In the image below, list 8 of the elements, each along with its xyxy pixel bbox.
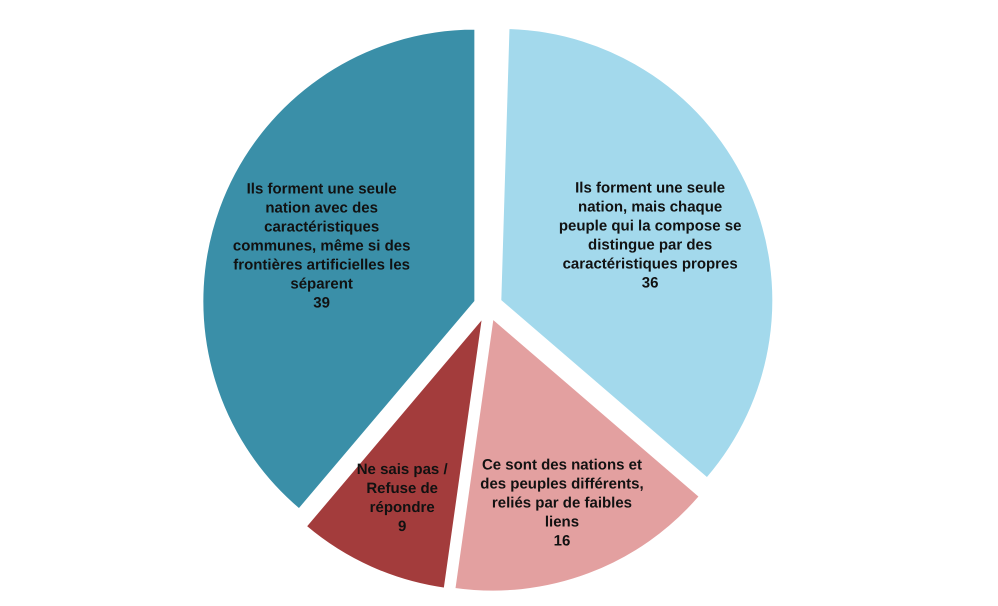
data-label: 36 xyxy=(642,274,658,292)
data-label: 9 xyxy=(398,518,406,536)
slice-label: Ils forment une seule nation, mais chaque peuple qui la compose se distingue par des caractéristiques propres xyxy=(558,179,742,272)
data-label: 16 xyxy=(554,532,570,550)
slice-label: Ne sais pas / Refuse de répondre xyxy=(356,461,448,516)
slice-label: Ce sont des nations et des peuples différents, reliés par de faibles liens xyxy=(480,456,644,531)
data-label: 39 xyxy=(313,294,330,312)
slice-label: Ils forment une seule nation avec des caractéristiques communes, même si des frontières artificielles les séparent xyxy=(232,180,410,292)
